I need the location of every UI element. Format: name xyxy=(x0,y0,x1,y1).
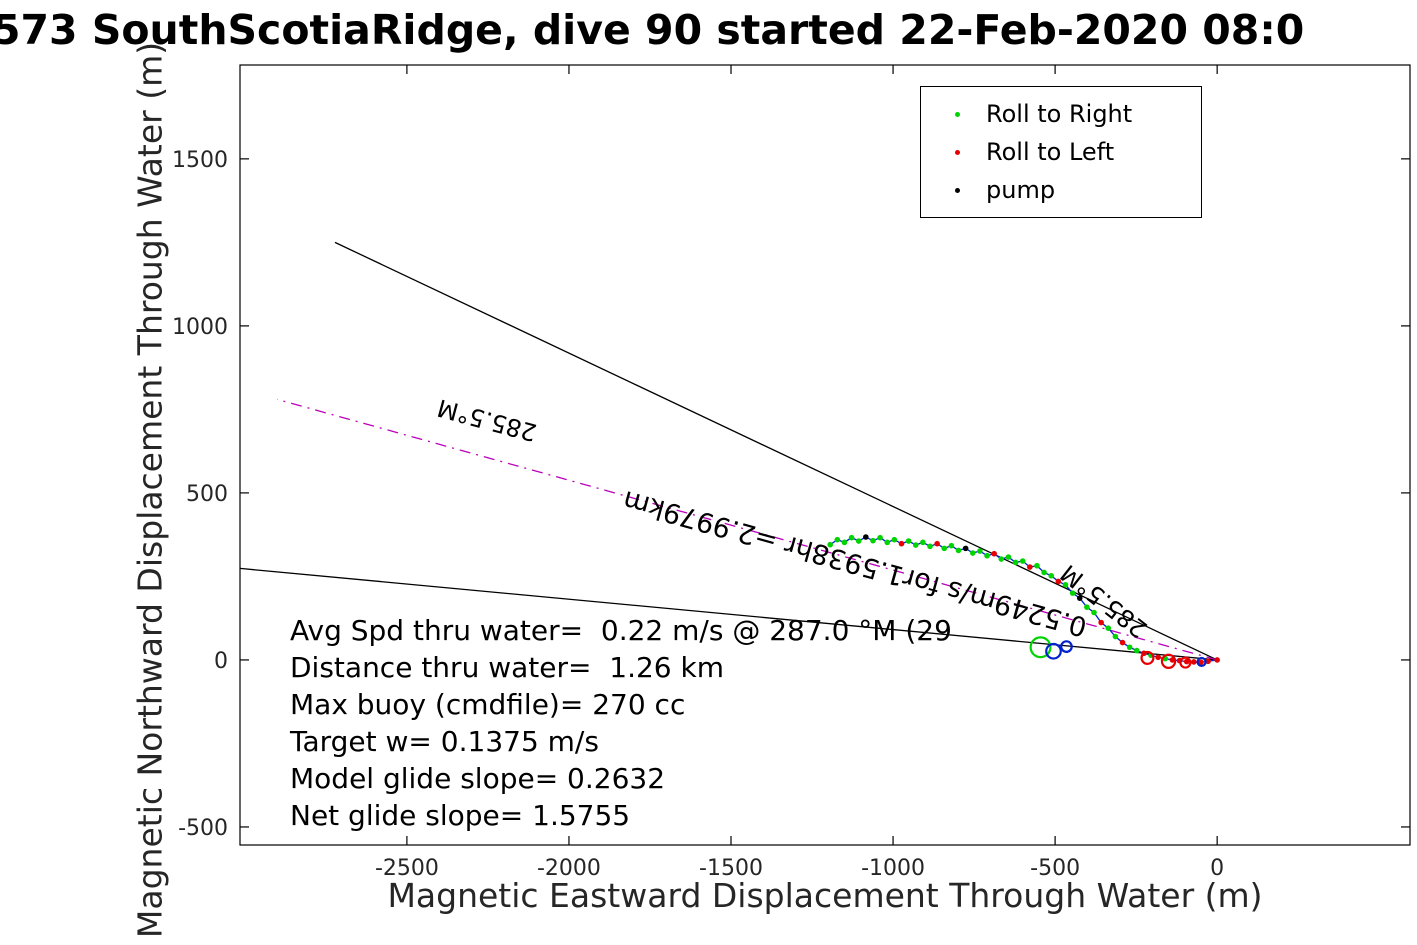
roll-right-marker xyxy=(1048,572,1055,579)
roll-left-marker xyxy=(898,540,905,547)
stat-avg-speed: Avg Spd thru water= 0.22 m/s @ 287.0 °M … xyxy=(290,614,952,647)
axes-box xyxy=(239,64,1411,846)
legend-label: Roll to Left xyxy=(986,138,1115,166)
track-loop xyxy=(1140,650,1155,665)
y-tick-label: 500 xyxy=(186,482,228,507)
roll-left-marker xyxy=(1055,578,1062,585)
roll-left-marker-icon xyxy=(955,149,960,155)
x-tick-label: 0 xyxy=(1210,856,1224,881)
roll-right-marker xyxy=(912,542,919,548)
roll-right-marker xyxy=(848,534,855,541)
roll-left-marker xyxy=(1027,564,1033,570)
x-axis-label: Magnetic Eastward Displacement Through W… xyxy=(387,876,1263,915)
legend-label: Roll to Right xyxy=(986,100,1133,128)
roll-left-marker xyxy=(991,550,997,557)
roll-left-marker xyxy=(1198,659,1204,666)
roll-right-marker xyxy=(1091,609,1097,616)
x-tick-label: -500 xyxy=(1030,856,1080,881)
roll-right-marker xyxy=(827,541,833,548)
roll-right-marker xyxy=(1084,604,1090,610)
roll-left-marker xyxy=(1119,639,1126,646)
pump-marker xyxy=(1076,595,1083,601)
y-tick-label: 1000 xyxy=(172,315,228,340)
track-loop xyxy=(1029,636,1052,659)
roll-right-marker xyxy=(884,539,891,546)
roll-right-marker xyxy=(969,550,976,556)
roll-left-marker xyxy=(1205,658,1211,665)
roll-right-marker xyxy=(1034,562,1040,569)
pump-marker-icon xyxy=(955,187,960,193)
roll-right-marker xyxy=(1126,644,1133,651)
roll-right-marker xyxy=(977,548,983,554)
roll-right-marker xyxy=(1019,558,1026,564)
dive-stats-block: Avg Spd thru water= 0.22 m/s @ 287.0 °M … xyxy=(290,612,952,834)
stat-net-glide: Net glide slope= 1.5755 xyxy=(290,799,631,832)
roll-right-marker xyxy=(1041,569,1047,576)
x-tick-label: -1500 xyxy=(699,856,763,881)
roll-right-marker xyxy=(870,537,876,544)
roll-right-marker xyxy=(841,539,848,546)
roll-right-marker xyxy=(955,547,962,554)
roll-right-marker xyxy=(998,556,1005,562)
roll-left-marker xyxy=(1214,657,1220,663)
track-loop xyxy=(1179,656,1192,669)
y-tick-label: -500 xyxy=(178,816,228,841)
track-loop xyxy=(1060,640,1073,653)
roll-left-marker xyxy=(934,540,940,547)
x-tick-label: -1000 xyxy=(861,856,925,881)
legend-item-roll-right: Roll to Right xyxy=(931,95,1191,133)
figure-title: 573 SouthScotiaRidge, dive 90 started 22… xyxy=(0,6,1305,54)
roll-right-marker xyxy=(1005,554,1012,560)
roll-right-marker xyxy=(905,538,912,544)
legend-item-roll-left: Roll to Left xyxy=(931,133,1191,171)
roll-right-marker xyxy=(927,543,933,550)
roll-right-marker xyxy=(920,539,926,546)
pump-marker xyxy=(962,545,969,552)
stat-target-w: Target w= 0.1375 m/s xyxy=(290,725,599,758)
track-loop xyxy=(1045,642,1062,660)
roll-right-marker xyxy=(1062,581,1069,588)
stat-distance: Distance thru water= 1.26 km xyxy=(290,651,724,684)
stat-max-buoy: Max buoy (cmdfile)= 270 cc xyxy=(290,688,686,721)
roll-right-marker xyxy=(855,538,862,544)
legend-label: pump xyxy=(986,176,1056,204)
legend-item-pump: pump xyxy=(931,171,1191,209)
y-axis-label: Magnetic Northward Displacement Through … xyxy=(130,41,170,939)
roll-right-marker xyxy=(941,545,948,552)
roll-right-marker xyxy=(891,536,898,543)
roll-right-marker xyxy=(1069,590,1076,596)
roll-left-marker xyxy=(1191,659,1197,665)
roll-left-marker xyxy=(1183,658,1190,665)
roll-right-marker xyxy=(877,534,883,541)
roll-right-marker xyxy=(1105,625,1112,632)
roll-right-marker xyxy=(1012,559,1019,566)
roll-right-marker xyxy=(834,536,841,543)
pump-marker xyxy=(863,534,869,540)
roll-left-marker xyxy=(1098,619,1104,626)
x-tick-label: -2500 xyxy=(375,856,439,881)
track-loop xyxy=(1196,656,1207,668)
legend: Roll to Right Roll to Left pump xyxy=(920,86,1202,218)
x-tick-label: -2000 xyxy=(537,856,601,881)
roll-right-marker xyxy=(948,542,955,549)
track-loop xyxy=(1160,653,1177,669)
stat-model-glide: Model glide slope= 0.2632 xyxy=(290,762,666,795)
roll-right-marker xyxy=(984,552,990,559)
roll-right-marker xyxy=(1133,647,1140,654)
roll-right-marker-icon xyxy=(955,111,960,117)
roll-right-marker xyxy=(1112,633,1119,640)
y-tick-label: 0 xyxy=(214,649,228,674)
y-tick-label: 1500 xyxy=(172,148,228,173)
roll-left-marker xyxy=(1155,654,1161,661)
